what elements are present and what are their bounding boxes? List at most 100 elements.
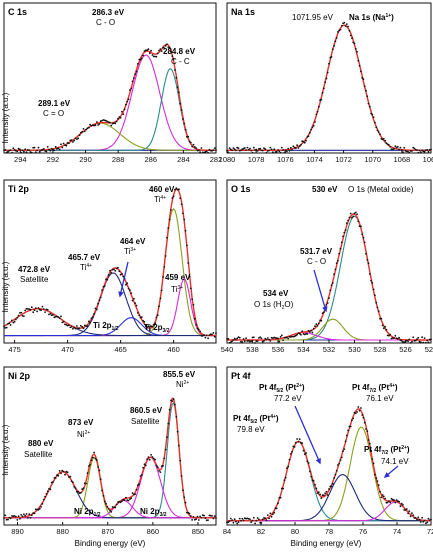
data-point-0-18: [26, 149, 29, 151]
data-point-2-145: [195, 324, 198, 326]
data-point-0-52: [72, 141, 74, 143]
data-point-4-121: [163, 457, 166, 460]
data-point-1-138: [402, 151, 404, 154]
data-point-3-120: [379, 317, 381, 320]
data-point-2-129: [174, 188, 176, 191]
data-point-1-47: [286, 150, 288, 153]
data-point-2-86: [117, 266, 119, 269]
data-point-1-57: [298, 145, 301, 148]
data-point-2-82: [111, 268, 114, 271]
data-point-3-71: [316, 325, 319, 327]
data-point-2-18: [27, 308, 29, 310]
data-point-3-109: [365, 252, 367, 255]
panel-frame-4: [3, 366, 217, 526]
data-point-1-4: [231, 149, 234, 152]
data-point-0-126: [170, 50, 172, 53]
data-point-3-47: [286, 336, 288, 339]
data-point-2-33: [46, 308, 49, 311]
data-point-4-70: [95, 459, 98, 461]
data-point-3-103: [357, 220, 360, 223]
data-point-5-108: [363, 421, 366, 424]
data-point-4-116: [156, 466, 159, 469]
data-point-4-15: [23, 513, 25, 516]
data-point-5-23: [255, 519, 258, 522]
data-point-4-146: [196, 515, 199, 518]
data-point-5-40: [277, 502, 279, 505]
x-tick-label-1-4: 1072: [335, 155, 352, 164]
data-point-3-12: [241, 341, 244, 343]
data-point-1-158: [427, 150, 430, 153]
data-point-2-119: [160, 289, 163, 292]
data-point-0-130: [175, 76, 178, 79]
data-point-5-11: [240, 519, 242, 522]
data-point-5-41: [278, 496, 281, 499]
data-point-2-8: [13, 320, 16, 323]
data-point-2-4: [8, 322, 11, 325]
ni2p-peak1-assign: Ni2+: [176, 380, 189, 389]
data-point-1-34: [269, 146, 272, 149]
data-point-5-132: [394, 501, 397, 504]
data-point-5-138: [402, 504, 404, 506]
data-point-2-58: [79, 324, 82, 327]
data-point-3-137: [400, 339, 403, 342]
data-point-3-10: [238, 336, 241, 339]
data-point-4-106: [143, 463, 146, 466]
data-point-4-18: [27, 517, 29, 519]
data-point-2-140: [188, 275, 191, 278]
data-point-1-6: [233, 148, 236, 151]
data-point-4-17: [25, 513, 28, 515]
data-point-4-22: [32, 512, 34, 514]
data-point-0-88: [119, 116, 122, 119]
data-point-1-83: [331, 48, 334, 51]
data-point-5-20: [251, 519, 254, 522]
c1s-title: C 1s: [8, 7, 27, 17]
data-point-4-118: [159, 471, 162, 473]
data-point-3-134: [396, 338, 399, 340]
data-point-2-37: [52, 313, 54, 316]
data-point-2-14: [21, 315, 24, 317]
data-point-3-55: [296, 333, 298, 336]
data-point-0-9: [15, 149, 17, 152]
component-peak-0-1: [4, 68, 216, 151]
data-point-5-34: [269, 512, 272, 515]
data-point-4-16: [24, 514, 27, 517]
x-tick-label-0-0: 294: [14, 155, 27, 164]
data-point-3-82: [330, 284, 333, 287]
data-point-5-45: [283, 479, 286, 482]
x-tick-label-5-5: 74: [393, 527, 401, 536]
data-point-1-104: [358, 64, 361, 67]
data-point-1-36: [272, 151, 274, 154]
data-point-0-14: [21, 149, 24, 152]
data-point-2-141: [189, 287, 192, 290]
data-point-2-35: [49, 312, 52, 315]
na1s-peak-assign: Na 1s (Na1+): [349, 13, 394, 22]
data-point-4-67: [91, 456, 94, 459]
data-point-3-104: [358, 225, 361, 228]
data-point-5-57: [298, 438, 301, 441]
data-point-4-63: [86, 472, 89, 474]
data-point-3-59: [301, 330, 304, 332]
data-point-5-102: [356, 411, 358, 413]
data-point-1-119: [377, 131, 380, 133]
data-point-0-1: [4, 149, 7, 151]
data-point-2-102: [138, 314, 141, 317]
data-point-4-108: [146, 458, 149, 461]
data-point-4-38: [53, 477, 56, 479]
pt4f-peak3-name: Pt 4f5/2 (Pt4+): [233, 414, 279, 425]
data-point-3-89: [339, 247, 342, 250]
data-point-2-55: [76, 325, 78, 327]
data-point-4-122: [164, 448, 167, 451]
x-tick-label-5-6: 72: [427, 527, 433, 536]
data-point-4-123: [166, 436, 168, 438]
data-point-1-48: [287, 147, 290, 150]
data-point-0-131: [176, 86, 179, 88]
data-point-4-111: [150, 454, 153, 456]
data-point-4-140: [188, 512, 191, 515]
data-point-2-5: [9, 324, 12, 326]
x-tick-label-5-4: 76: [359, 527, 367, 536]
data-point-5-59: [301, 442, 304, 444]
fit-envelope-5: [227, 408, 431, 522]
data-point-1-123: [382, 137, 385, 140]
data-point-4-58: [80, 492, 82, 494]
data-point-1-85: [334, 40, 337, 43]
